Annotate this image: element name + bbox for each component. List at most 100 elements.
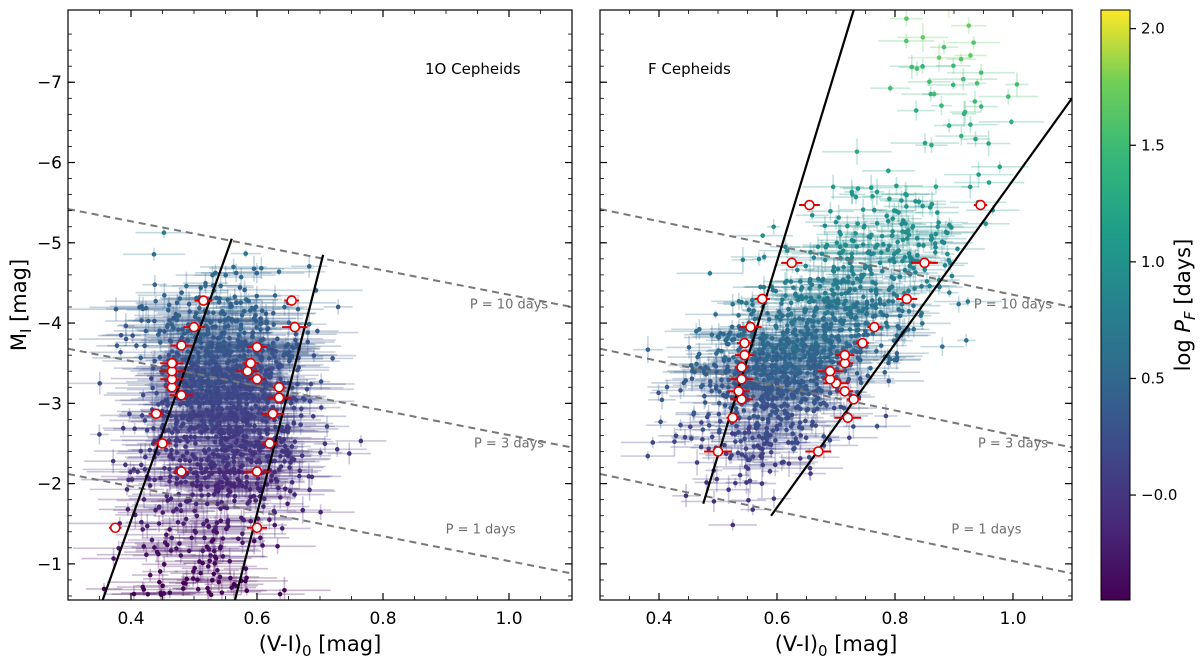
left-data-point bbox=[205, 435, 211, 441]
left-data-point bbox=[231, 264, 236, 270]
left-data-point bbox=[190, 482, 196, 488]
left-data-point bbox=[161, 591, 167, 596]
left-edge-points bbox=[109, 295, 308, 534]
left-data-point bbox=[251, 316, 257, 321]
left-data-point bbox=[207, 318, 212, 324]
right-data-point bbox=[752, 407, 757, 412]
left-data-point bbox=[152, 477, 157, 483]
left-data-point bbox=[269, 473, 275, 479]
left-data-point bbox=[286, 425, 292, 431]
left-data-point bbox=[211, 492, 217, 497]
left-data-point bbox=[243, 578, 248, 584]
left-data-point bbox=[237, 395, 243, 401]
left-data-point bbox=[153, 298, 158, 304]
left-data-point bbox=[256, 457, 262, 463]
right-data-point bbox=[814, 381, 820, 387]
left-data-point bbox=[304, 386, 310, 392]
left-data-point bbox=[282, 486, 288, 492]
left-data-point bbox=[227, 353, 233, 359]
left-data-point bbox=[199, 345, 204, 351]
left-data-point bbox=[167, 527, 172, 532]
left-edge-point bbox=[176, 390, 187, 401]
right-data-point bbox=[946, 123, 952, 128]
left-data-point bbox=[189, 535, 194, 541]
left-data-point bbox=[247, 498, 252, 504]
left-data-point bbox=[147, 483, 153, 488]
left-data-point bbox=[213, 399, 219, 405]
left-data-point bbox=[197, 404, 202, 410]
left-data-point bbox=[276, 269, 282, 275]
left-data-point bbox=[205, 329, 211, 335]
left-data-point bbox=[252, 443, 258, 449]
left-data-point bbox=[287, 349, 292, 355]
left-data-point bbox=[204, 407, 209, 413]
left-data-point bbox=[141, 544, 147, 549]
right-data-point bbox=[854, 371, 860, 376]
left-data-point bbox=[265, 326, 271, 331]
left-data-point bbox=[193, 310, 199, 316]
left-data-point bbox=[141, 587, 147, 592]
right-data-point bbox=[894, 333, 900, 338]
left-data-point bbox=[257, 535, 263, 541]
left-data-point bbox=[223, 526, 229, 532]
left-data-point bbox=[215, 567, 220, 573]
right-data-point bbox=[854, 276, 860, 281]
left-data-point bbox=[170, 456, 176, 461]
left-data-point bbox=[193, 501, 199, 507]
left-data-point bbox=[178, 424, 184, 429]
left-data-point bbox=[246, 348, 251, 354]
left-data-point bbox=[225, 493, 231, 498]
left-data-point bbox=[141, 497, 147, 502]
left-data-point bbox=[225, 414, 231, 420]
left-data-point bbox=[162, 293, 167, 298]
right-data-point bbox=[794, 343, 799, 349]
left-data-point bbox=[252, 414, 257, 420]
y-tick-label: −7 bbox=[37, 73, 62, 93]
left-data-point bbox=[273, 424, 278, 430]
left-data-point bbox=[236, 536, 241, 542]
left-data-point bbox=[185, 499, 190, 504]
left-data-point bbox=[254, 270, 260, 276]
right-data-point bbox=[707, 271, 713, 276]
right-data-point bbox=[914, 235, 920, 241]
left-data-point bbox=[162, 540, 168, 545]
left-edge-point bbox=[150, 408, 162, 420]
left-data-point bbox=[110, 458, 116, 464]
left-data-point bbox=[318, 450, 323, 455]
left-data-point bbox=[97, 432, 102, 437]
left-data-point bbox=[183, 457, 188, 463]
left-data-point bbox=[127, 411, 132, 417]
left-data-point bbox=[279, 363, 285, 369]
left-data-point bbox=[150, 385, 155, 391]
left-data-point bbox=[139, 413, 145, 418]
right-data-point bbox=[686, 345, 692, 350]
left-data-point bbox=[166, 302, 172, 308]
left-data-point bbox=[152, 282, 158, 288]
left-data-point bbox=[137, 304, 142, 310]
left-data-point bbox=[162, 414, 168, 419]
left-data-point bbox=[240, 418, 246, 424]
left-data-point bbox=[288, 400, 294, 406]
left-data-point bbox=[292, 439, 298, 444]
left-data-point bbox=[198, 466, 204, 471]
right-data-point bbox=[650, 440, 656, 445]
left-data-point bbox=[254, 325, 259, 330]
left-data-point bbox=[185, 338, 191, 343]
left-data-point bbox=[230, 448, 235, 454]
left-data-point bbox=[254, 439, 259, 445]
left-data-point bbox=[239, 408, 245, 414]
left-data-point bbox=[177, 371, 183, 376]
left-data-point bbox=[197, 385, 203, 390]
right-data-point bbox=[656, 390, 661, 396]
left-data-point bbox=[248, 387, 253, 393]
left-data-point bbox=[272, 354, 277, 359]
left-data-point bbox=[239, 444, 245, 449]
left-data-point bbox=[255, 476, 261, 481]
left-data-point bbox=[157, 504, 162, 510]
left-data-point bbox=[268, 374, 273, 380]
left-data-point bbox=[185, 439, 190, 444]
left-data-point bbox=[185, 383, 190, 389]
left-data-point bbox=[129, 477, 135, 482]
left-data-point bbox=[188, 466, 193, 472]
